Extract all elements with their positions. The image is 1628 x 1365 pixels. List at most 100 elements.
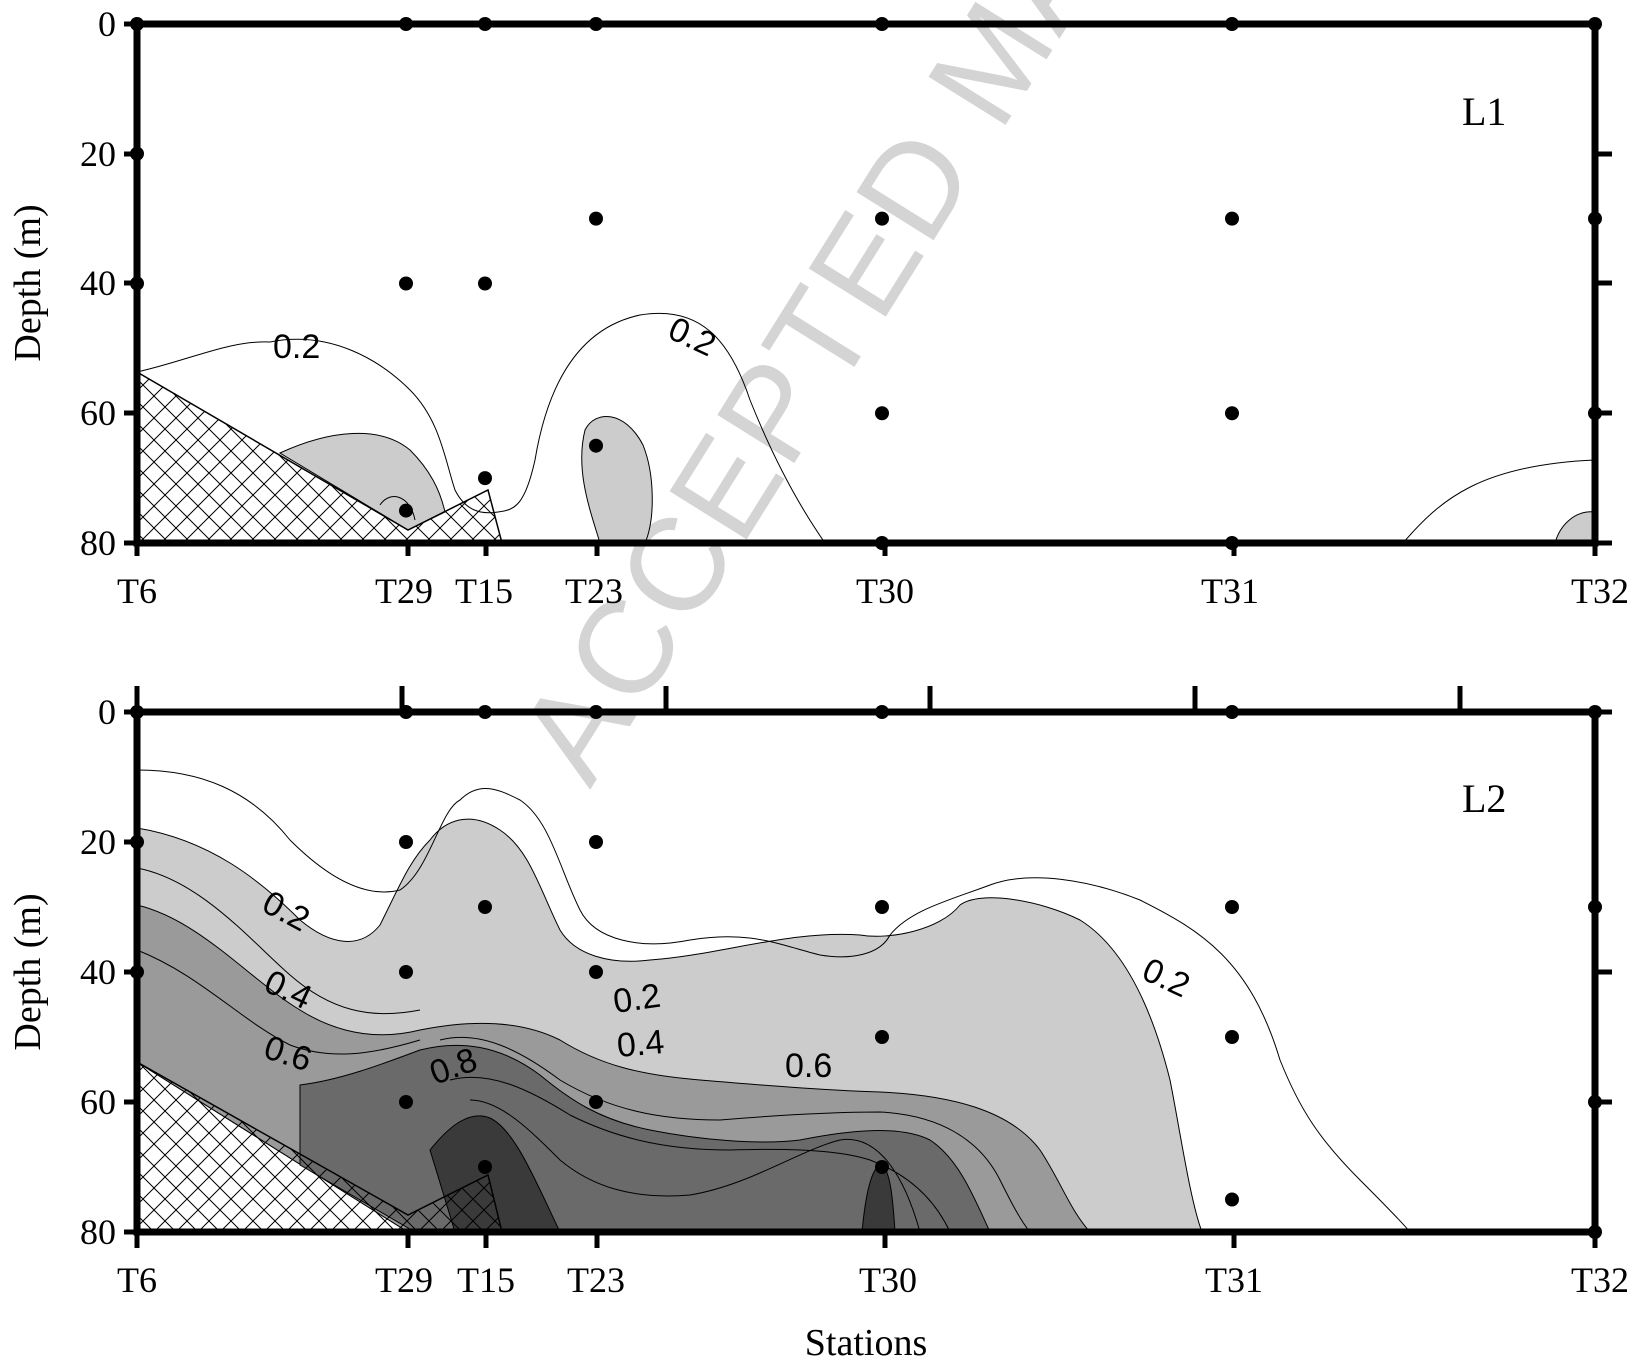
l2-panel-label: L2 <box>1462 776 1506 821</box>
l1-panel-label: L1 <box>1462 89 1506 134</box>
l2-contour-inner-2 <box>449 1076 951 1233</box>
l2-sample-point-t31-30 <box>1225 900 1239 914</box>
l2-xtick-label-t32: T32 <box>1571 1260 1628 1300</box>
l2-sample-point-t30-70 <box>875 1160 889 1174</box>
l2-sample-point-t30-50 <box>875 1030 889 1044</box>
l1-sample-point-t31-80 <box>1225 536 1239 550</box>
l1-xtick-label-t31: T31 <box>1201 571 1259 611</box>
panel-l1: 0.2 0.2 0 20 40 60 80 <box>7 4 1628 611</box>
l2-xtick-label-t31: T31 <box>1205 1260 1263 1300</box>
l1-sample-point-t6-0 <box>130 17 144 31</box>
l1-sample-point-t23-65 <box>589 438 603 453</box>
l1-xtick-label-t29: T29 <box>375 571 433 611</box>
l2-xtick-label-t30: T30 <box>859 1260 917 1300</box>
l1-sample-point-t32-30 <box>1588 211 1602 226</box>
l2-xtick-label-t6: T6 <box>117 1260 157 1300</box>
l1-xtick-label-t23: T23 <box>565 571 623 611</box>
l1-ytick-label-20: 20 <box>80 134 116 174</box>
l2-ytick-label-40: 40 <box>80 952 116 992</box>
l2-sample-point-t30-30 <box>875 900 889 914</box>
l1-sample-point-t31-0 <box>1225 17 1239 31</box>
l2-sample-point-t15-70 <box>478 1160 492 1174</box>
l2-sample-point-t31-0 <box>1225 705 1239 719</box>
l1-fill-0-2-right <box>1554 511 1596 544</box>
l2-xtick-label-t23: T23 <box>567 1260 625 1300</box>
l2-ytick-label-0: 0 <box>98 692 116 732</box>
l1-sample-point-t6-20 <box>130 146 144 161</box>
l1-sample-point-t15-70 <box>478 471 492 486</box>
l1-contour-label-2: 0.2 <box>663 310 722 364</box>
l1-ytick-label-40: 40 <box>80 263 116 303</box>
l2-ylabel: Depth (m) <box>7 893 49 1050</box>
l1-xtick-label-t30: T30 <box>856 571 914 611</box>
l1-xtick-label-t15: T15 <box>455 571 513 611</box>
l2-sample-point-t32-80 <box>1588 1225 1602 1239</box>
l2-contour-label-7: 0.6 <box>785 1047 832 1085</box>
l1-fill-0-2-middle <box>581 416 653 544</box>
l2-xlabel: Stations <box>805 1322 927 1364</box>
l2-sample-point-t6-20 <box>130 835 144 849</box>
l2-sample-point-t29-60 <box>399 1095 413 1109</box>
l1-contour-0-2-a <box>136 338 499 514</box>
l1-xtick-label-t32: T32 <box>1571 571 1628 611</box>
l1-ytick-label-0: 0 <box>98 4 116 44</box>
l1-ylabel: Depth (m) <box>7 204 49 361</box>
l2-ytick-label-80: 80 <box>80 1212 116 1252</box>
l2-contour-label-5: 0.2 <box>611 977 663 1021</box>
l2-sample-point-t32-60 <box>1588 1095 1602 1109</box>
l2-sample-point-t23-40 <box>589 965 603 979</box>
l1-sample-point-t29-40 <box>399 276 413 291</box>
l1-ytick-label-60: 60 <box>80 393 116 433</box>
l2-sample-point-t31-50 <box>1225 1030 1239 1044</box>
l2-sample-point-t15-30 <box>478 900 492 914</box>
l1-sample-point-t31-60 <box>1225 406 1239 421</box>
l1-contour-0-2-c <box>1402 459 1596 544</box>
l2-contour-inner-3 <box>469 1099 921 1233</box>
panel-l2: 0.2 0.4 0.6 0.8 0.2 0.4 0.6 0.2 0 20 40 <box>7 686 1628 1364</box>
l1-ytick-label-80: 80 <box>80 523 116 563</box>
l2-sample-point-t29-20 <box>399 835 413 849</box>
l2-xtick-label-t15: T15 <box>457 1260 515 1300</box>
l1-sample-point-t23-0 <box>589 17 603 31</box>
l2-contour-0-4-line <box>136 867 421 1015</box>
l1-sample-point-t29-0 <box>399 17 413 31</box>
l2-contour-label-6: 0.4 <box>615 1023 665 1065</box>
l1-contour-0-2-b <box>497 312 826 544</box>
l2-sample-point-t23-20 <box>589 835 603 849</box>
l1-sample-point-t30-80 <box>875 536 889 550</box>
l2-contour-0-6-line <box>136 949 421 1055</box>
l2-sample-point-t23-0 <box>589 705 603 719</box>
l2-sample-point-t6-0 <box>130 705 144 719</box>
l2-sample-point-t29-0 <box>399 705 413 719</box>
l1-sample-point-t23-30 <box>589 211 603 226</box>
l1-sample-point-t30-60 <box>875 406 889 421</box>
l2-y-axis: 0 20 40 60 80 <box>80 692 1612 1252</box>
l1-contour-label-1: 0.2 <box>273 328 320 366</box>
l1-sample-point-t30-0 <box>875 17 889 31</box>
l2-sample-point-t6-40 <box>130 965 144 979</box>
l2-sample-point-t32-30 <box>1588 900 1602 914</box>
l2-sample-point-t29-40 <box>399 965 413 979</box>
l1-sample-points <box>130 17 1602 550</box>
l2-x-axis: T6 T29 T15 T23 T30 T31 T32 <box>117 1232 1628 1300</box>
l2-xtick-label-t29: T29 <box>375 1260 433 1300</box>
l2-contour-inner-1 <box>439 1036 1031 1233</box>
watermark: ACCEPTED MANUSCRIPT <box>489 0 1497 805</box>
l2-sample-point-t32-0 <box>1588 705 1602 719</box>
l2-sample-points <box>130 705 1602 1239</box>
l1-sample-point-t30-30 <box>875 211 889 226</box>
l1-xtick-label-t6: T6 <box>117 571 157 611</box>
l1-sample-point-t32-0 <box>1588 17 1602 31</box>
l2-sample-point-t15-0 <box>478 705 492 719</box>
l1-sample-point-t15-40 <box>478 276 492 291</box>
l2-sample-point-t30-0 <box>875 705 889 719</box>
l1-sample-point-t15-0 <box>478 17 492 31</box>
l1-sample-point-t31-30 <box>1225 211 1239 226</box>
l2-ytick-label-60: 60 <box>80 1082 116 1122</box>
l2-sample-point-t31-75 <box>1225 1192 1239 1207</box>
l1-sample-point-t32-60 <box>1588 406 1602 421</box>
l1-sample-point-t6-40 <box>130 276 144 291</box>
l1-sample-point-t29-75 <box>399 503 413 518</box>
l2-ytick-label-20: 20 <box>80 822 116 862</box>
